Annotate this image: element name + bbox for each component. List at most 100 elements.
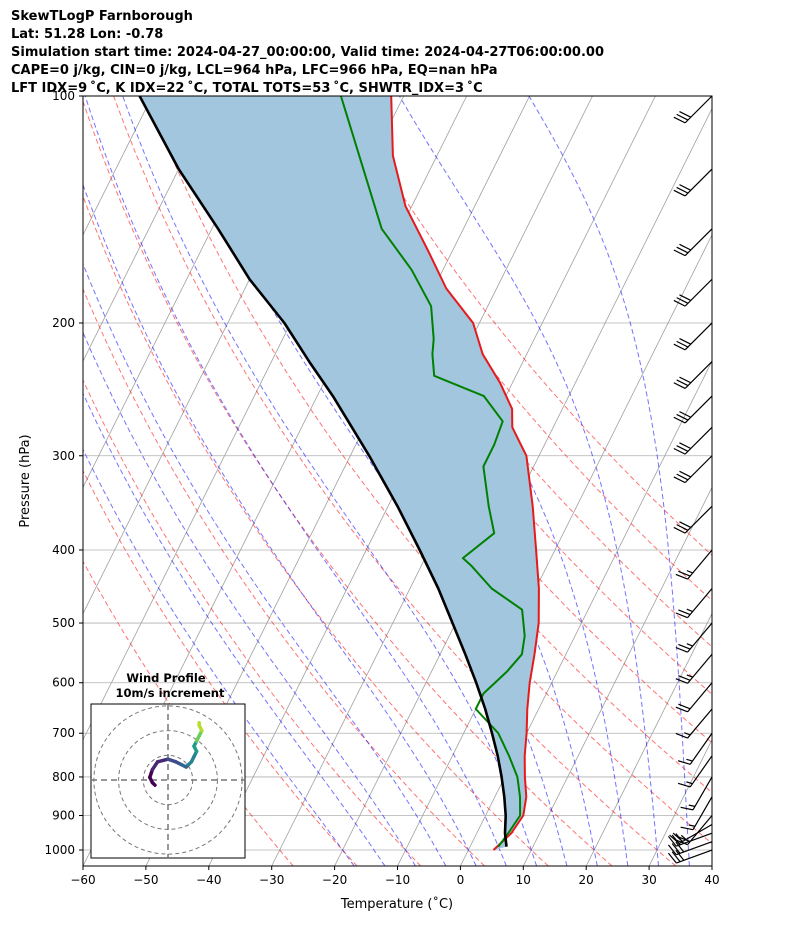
wind-barb xyxy=(673,228,713,257)
wind-barb xyxy=(675,815,713,846)
wind-barb xyxy=(673,322,713,351)
wind-barb xyxy=(675,622,713,653)
wind-barb xyxy=(673,361,713,389)
barb-flag xyxy=(679,184,692,191)
y-tick-label: 900 xyxy=(52,809,75,823)
barb-half xyxy=(686,643,693,647)
wind-barb xyxy=(673,278,713,307)
moist-adiabat xyxy=(83,262,447,866)
barb-flag xyxy=(671,843,681,854)
wind-barb xyxy=(673,168,713,197)
barb-half xyxy=(686,758,693,762)
barb-flag xyxy=(679,294,692,302)
barb-staff xyxy=(676,841,713,856)
inset-subtitle: 10m/s increment xyxy=(116,686,225,700)
barb-half xyxy=(688,804,696,807)
isotherm-line xyxy=(83,96,153,236)
wind-barb xyxy=(673,395,713,424)
barb-flag xyxy=(667,835,677,847)
barb-flag xyxy=(673,447,686,455)
x-tick-label: 30 xyxy=(641,873,656,887)
barb-flag xyxy=(672,832,683,842)
barb-flag xyxy=(678,609,691,616)
barb-flag xyxy=(676,473,689,481)
wind-barb xyxy=(673,95,713,124)
barb-staff xyxy=(684,278,713,307)
x-axis-label: Temperature (˚C) xyxy=(340,896,453,912)
y-tick-label: 400 xyxy=(52,543,75,557)
moist-adiabat xyxy=(83,448,355,866)
wind-barb xyxy=(673,426,713,455)
parcel-line xyxy=(138,96,508,847)
wind-barb xyxy=(680,776,713,811)
barb-staff xyxy=(687,653,713,684)
barb-staff xyxy=(692,776,713,811)
barb-half xyxy=(686,781,693,785)
barb-staff xyxy=(687,622,713,653)
moist-adiabat xyxy=(84,96,507,866)
time-line: Simulation start time: 2024-04-27_00:00:… xyxy=(11,45,604,60)
wind-barb xyxy=(677,732,713,765)
barb-flag xyxy=(671,851,681,863)
chart-header: SkewTLogP Farnborough Lat: 51.28 Lon: -0… xyxy=(11,8,604,98)
dry-adiabat xyxy=(83,195,549,866)
barb-half xyxy=(688,824,696,827)
barb-flag xyxy=(676,445,689,452)
x-tick-label: −20 xyxy=(322,873,347,887)
barb-flag xyxy=(679,376,692,384)
y-tick-label: 1000 xyxy=(44,843,75,857)
barb-flag xyxy=(679,521,692,528)
barb-flag xyxy=(676,297,689,304)
barb-staff xyxy=(684,322,713,351)
barb-flag xyxy=(673,299,686,307)
dry-adiabat xyxy=(308,96,712,602)
barb-half xyxy=(680,834,687,840)
barb-flag xyxy=(675,839,688,846)
barb-flag xyxy=(678,836,691,843)
barb-flag xyxy=(677,760,691,765)
y-tick-label: 800 xyxy=(52,770,75,784)
barb-flag xyxy=(678,675,691,681)
location-line: Lat: 51.28 Lon: -0.78 xyxy=(11,27,164,42)
barb-flag xyxy=(673,116,686,124)
barb-staff xyxy=(684,168,713,197)
barb-staff xyxy=(687,815,713,846)
barb-flag xyxy=(676,379,689,387)
chart-title: SkewTLogP Farnborough xyxy=(11,9,193,24)
x-tick-label: −30 xyxy=(259,873,284,887)
wind-barb xyxy=(669,823,713,845)
barb-half xyxy=(686,674,693,678)
dry-adiabat xyxy=(113,96,677,866)
barb-flag xyxy=(669,834,680,844)
y-tick-label: 600 xyxy=(52,676,75,690)
wind-barb xyxy=(675,588,713,619)
inset-title: Wind Profile xyxy=(126,671,206,685)
barb-flag xyxy=(678,643,691,650)
isotherm-line xyxy=(711,865,712,866)
cin-shaded-area xyxy=(139,96,539,850)
y-tick-label: 700 xyxy=(52,726,75,740)
profile-lines xyxy=(138,96,540,851)
barb-flag xyxy=(675,706,688,713)
barb-flag xyxy=(675,678,688,684)
barb-flag xyxy=(679,338,692,345)
x-tick-label: −60 xyxy=(70,873,95,887)
barb-flag xyxy=(680,806,694,811)
dry-adiabat xyxy=(83,287,485,866)
barb-staff xyxy=(687,549,713,580)
axis-ticks: −60 −50 −40 −30 −20 −10 0 10 20 30 40 100 200 300 400 5… xyxy=(44,89,719,887)
barb-half xyxy=(686,608,693,613)
barb-flag xyxy=(673,476,686,484)
barb-flag xyxy=(676,113,689,121)
x-tick-label: 10 xyxy=(516,873,531,887)
moist-adiabat xyxy=(225,96,598,866)
barb-flag xyxy=(676,340,689,348)
barb-staff xyxy=(689,755,713,788)
barb-flag xyxy=(675,850,685,861)
barb-staff xyxy=(687,708,713,739)
barb-staff xyxy=(692,796,713,831)
barb-staff xyxy=(684,455,713,484)
wind-barb xyxy=(677,755,713,788)
barb-flag xyxy=(675,732,688,739)
